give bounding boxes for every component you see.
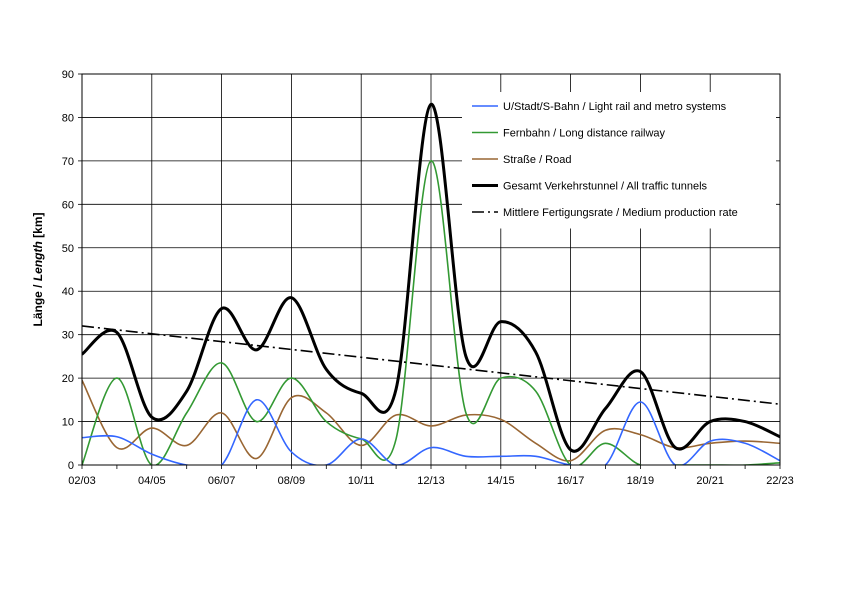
legend-label: U/Stadt/S-Bahn / Light rail and metro sy… xyxy=(503,101,727,113)
series-line xyxy=(82,160,780,465)
x-tick-label: 16/17 xyxy=(557,475,585,487)
tick-labels: 0 10 20 30 40 50 60 70 80 90 02/03 04/05 06/07 08/09 1… xyxy=(62,69,794,487)
y-tick-label: 70 xyxy=(62,156,74,168)
y-tick-label: 60 xyxy=(62,199,74,211)
x-tick-label: 10/11 xyxy=(348,475,375,487)
legend: U/Stadt/S-Bahn / Light rail and metro sy… xyxy=(462,92,776,229)
x-tick-label: 02/03 xyxy=(68,475,96,487)
y-tick-label: 90 xyxy=(62,69,74,81)
x-tick-label: 14/15 xyxy=(487,475,515,487)
legend-label: Mittlere Fertigungsrate / Medium product… xyxy=(503,207,738,219)
x-tick-label: 20/21 xyxy=(696,475,724,487)
y-tick-label: 40 xyxy=(62,286,74,298)
series-layer xyxy=(82,102,780,465)
y-axis-label-part: [km] xyxy=(31,212,45,241)
series-line xyxy=(82,102,780,453)
y-tick-label: 30 xyxy=(62,330,74,342)
x-tick-label: 04/05 xyxy=(138,475,166,487)
legend-box xyxy=(462,92,776,229)
x-tick-label: 06/07 xyxy=(208,475,236,487)
y-tick-label: 20 xyxy=(62,373,74,385)
y-axis-label-part: Länge / xyxy=(31,281,45,326)
y-tick-label: 80 xyxy=(62,112,74,124)
legend-label: Fernbahn / Long distance railway xyxy=(503,128,666,140)
axes xyxy=(78,73,781,469)
x-tick-label: 08/09 xyxy=(278,475,306,487)
x-tick-label: 22/23 xyxy=(766,475,794,487)
legend-label: Gesamt Verkehrstunnel / All traffic tunn… xyxy=(503,181,708,193)
series-line xyxy=(82,325,780,405)
series-line xyxy=(82,399,780,465)
y-tick-label: 0 xyxy=(68,460,74,472)
legend-label: Straße / Road xyxy=(503,154,571,166)
y-tick-label: 10 xyxy=(62,417,74,429)
x-tick-label: 12/13 xyxy=(417,475,445,487)
y-axis-label-part: Length xyxy=(31,241,45,281)
x-tick-label: 18/19 xyxy=(627,475,655,487)
y-axis-label: Länge / Length [km] xyxy=(31,212,45,326)
y-tick-label: 50 xyxy=(62,243,74,255)
